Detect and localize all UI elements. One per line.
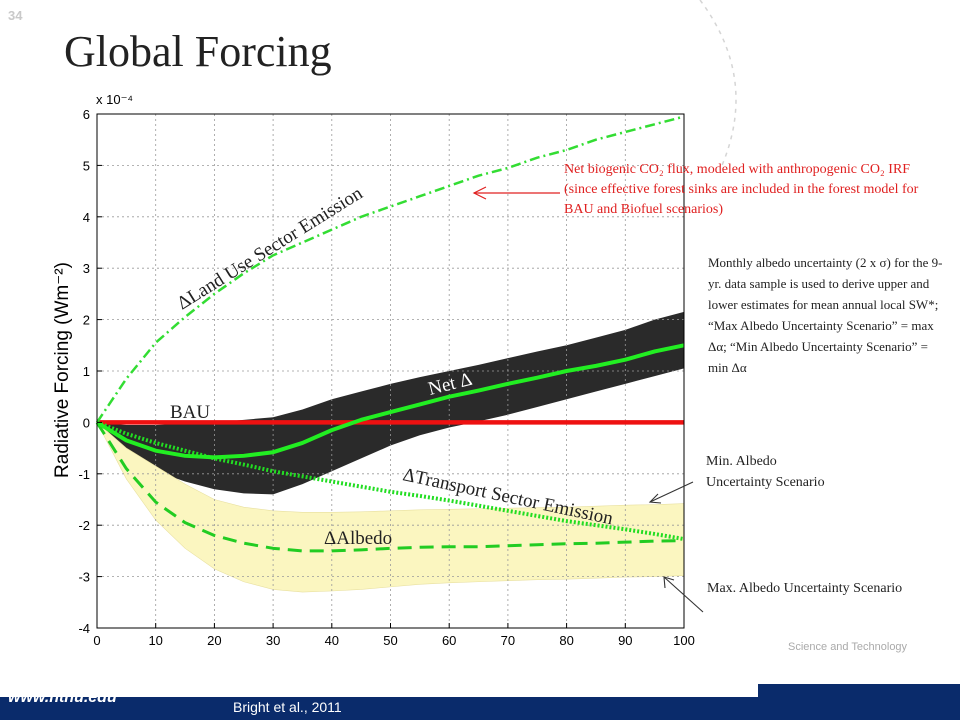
slide-number: 34 <box>8 8 23 23</box>
footer-block <box>758 684 960 698</box>
x-tick-label: 60 <box>442 633 456 648</box>
red-note-arrow <box>472 186 560 200</box>
albedo-uncertainty-note: Monthly albedo uncertainty (2 x σ) for t… <box>708 255 943 375</box>
co2-flux-note: Net biogenic CO₂ flux, modeled with anth… <box>564 162 919 217</box>
forcing-chart: 0 10 20 30 40 50 60 70 80 90 100 -4 -3 -2 -1 0 1 2 3 4 5 6 x … <box>52 0 737 648</box>
x-tick-label: 0 <box>93 633 100 648</box>
x-tick-label: 10 <box>148 633 162 648</box>
website-link[interactable]: www.ntnu.edu <box>8 689 117 706</box>
y-tick-label: 0 <box>83 415 90 430</box>
y-tick-label: 3 <box>83 261 90 276</box>
series-line-net- <box>95 343 685 460</box>
albedo-label: ΔAlbedo <box>324 528 392 549</box>
bau-label: BAU <box>170 402 210 423</box>
y-axis-multiplier: x 10⁻⁴ <box>96 92 133 107</box>
y-tick-label: -4 <box>78 621 90 636</box>
university-text: Science and Technology <box>788 641 908 653</box>
y-tick-label: -3 <box>78 570 90 585</box>
citation: Bright et al., 2011 <box>233 699 342 715</box>
y-axis-label: Radiative Forcing (Wm⁻²) <box>52 262 73 478</box>
footer-band <box>0 697 960 720</box>
series-line--transport-sector-emission <box>96 420 685 542</box>
max-albedo-note: Max. Albedo Uncertainty Scenario <box>707 581 903 596</box>
x-tick-label: 30 <box>266 633 280 648</box>
slide-title: Global Forcing <box>64 27 332 76</box>
y-tick-label: 2 <box>83 313 90 328</box>
x-tick-label: 50 <box>383 633 397 648</box>
net-uncertainty-band <box>97 311 684 495</box>
x-tick-label: 70 <box>501 633 515 648</box>
max-note-arrow <box>663 576 704 613</box>
y-tick-label: -2 <box>78 518 90 533</box>
y-tick-label: 1 <box>83 364 90 379</box>
y-tick-label: 5 <box>83 158 90 173</box>
x-tick-label: 90 <box>618 633 632 648</box>
y-tick-label: 6 <box>83 107 90 122</box>
min-albedo-note: Min. Albedo Uncertainty Scenario <box>706 454 825 490</box>
x-tick-label: 40 <box>325 633 339 648</box>
decorative-arc <box>699 0 737 171</box>
x-tick-label: 20 <box>207 633 221 648</box>
y-tick-label: 4 <box>83 210 90 225</box>
series-line--albedo <box>95 421 685 553</box>
x-tick-label: 100 <box>673 633 695 648</box>
land-use-label: ΔLand Use Sector Emission <box>174 183 367 315</box>
min-note-arrow <box>648 481 694 504</box>
y-tick-label: -1 <box>78 467 90 482</box>
x-tick-label: 80 <box>559 633 573 648</box>
